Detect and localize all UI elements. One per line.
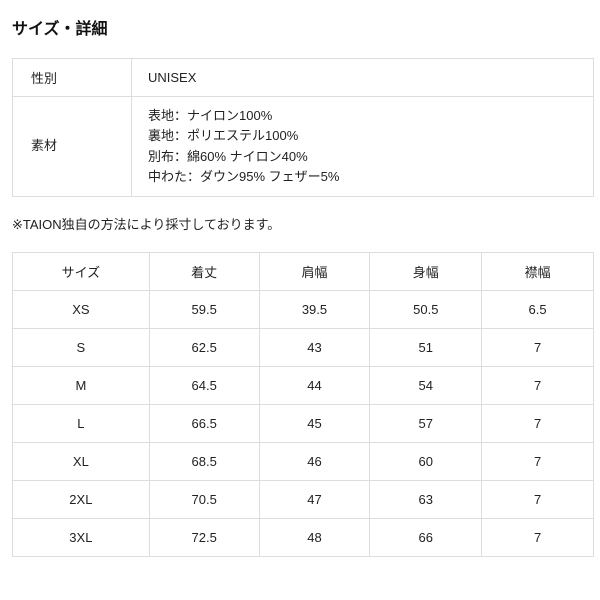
table-cell: L <box>12 404 150 443</box>
table-cell: 48 <box>258 518 371 557</box>
table-row: L 66.5 45 57 7 <box>12 404 594 443</box>
table-cell: 7 <box>481 518 594 557</box>
material-line: 裏地：ポリエステル100% <box>148 128 299 143</box>
table-cell: 45 <box>258 404 371 443</box>
size-table: サイズ 着丈 肩幅 身幅 襟幅 XS 59.5 39.5 50.5 6.5 S 62.5 43 51 7 M 6… <box>12 252 594 557</box>
table-cell: 62.5 <box>148 328 260 367</box>
table-row: M 64.5 44 54 7 <box>12 366 594 405</box>
table-cell: 66 <box>369 518 483 557</box>
table-cell: 3XL <box>12 518 150 557</box>
table-cell: 2XL <box>12 480 150 519</box>
details-row-material: 素材 表地：ナイロン100% 裏地：ポリエステル100% 別布：綿60% ナイロ… <box>12 96 594 197</box>
header-cell: サイズ <box>12 252 150 291</box>
table-cell: 39.5 <box>258 290 371 329</box>
details-value: UNISEX <box>131 58 594 97</box>
table-cell: 63 <box>369 480 483 519</box>
table-cell: 64.5 <box>148 366 260 405</box>
header-row: サイズ 着丈 肩幅 身幅 襟幅 <box>12 252 594 291</box>
table-cell: 46 <box>258 442 371 481</box>
table-cell: 60 <box>369 442 483 481</box>
header-cell: 着丈 <box>148 252 260 291</box>
table-cell: 6.5 <box>481 290 594 329</box>
page-title: サイズ・詳細 <box>12 21 108 38</box>
table-row: S 62.5 43 51 7 <box>12 328 594 367</box>
table-cell: 68.5 <box>148 442 260 481</box>
table-cell: S <box>12 328 150 367</box>
header-cell: 身幅 <box>369 252 483 291</box>
table-cell: 43 <box>258 328 371 367</box>
table-cell: 47 <box>258 480 371 519</box>
table-cell: 7 <box>481 366 594 405</box>
measurement-note: ※TAION独自の方法により採寸しております。 <box>12 217 281 232</box>
details-label: 素材 <box>12 96 132 197</box>
table-cell: M <box>12 366 150 405</box>
details-label: 性別 <box>12 58 132 97</box>
details-table: 性別 UNISEX 素材 表地：ナイロン100% 裏地：ポリエステル100% 別… <box>12 58 594 197</box>
header-cell: 襟幅 <box>481 252 594 291</box>
table-cell: 7 <box>481 442 594 481</box>
table-cell: 72.5 <box>148 518 260 557</box>
material-line: 中わた：ダウン95% フェザー5% <box>148 169 340 184</box>
material-line: 表地：ナイロン100% <box>148 107 273 123</box>
header-cell: 肩幅 <box>258 252 371 291</box>
table-cell: 51 <box>369 328 483 367</box>
table-row: XS 59.5 39.5 50.5 6.5 <box>12 290 594 329</box>
table-row: XL 68.5 46 60 7 <box>12 442 594 481</box>
table-cell: 59.5 <box>148 290 260 329</box>
details-row-gender: 性別 UNISEX <box>12 58 594 97</box>
table-cell: 7 <box>481 328 594 367</box>
table-row: 2XL 70.5 47 63 7 <box>12 480 594 519</box>
table-cell: XS <box>12 290 150 329</box>
table-cell: 7 <box>481 404 594 443</box>
table-cell: 66.5 <box>148 404 260 443</box>
details-value: 表地：ナイロン100% 裏地：ポリエステル100% 別布：綿60% ナイロン40… <box>131 96 594 197</box>
table-cell: 50.5 <box>369 290 483 329</box>
material-line: 別布：綿60% ナイロン40% <box>148 148 308 164</box>
table-row: 3XL 72.5 48 66 7 <box>12 518 594 557</box>
table-cell: 54 <box>369 366 483 405</box>
table-cell: 7 <box>481 480 594 519</box>
table-cell: 44 <box>258 366 371 405</box>
table-cell: 70.5 <box>148 480 260 519</box>
table-cell: XL <box>12 442 150 481</box>
table-cell: 57 <box>369 404 483 443</box>
